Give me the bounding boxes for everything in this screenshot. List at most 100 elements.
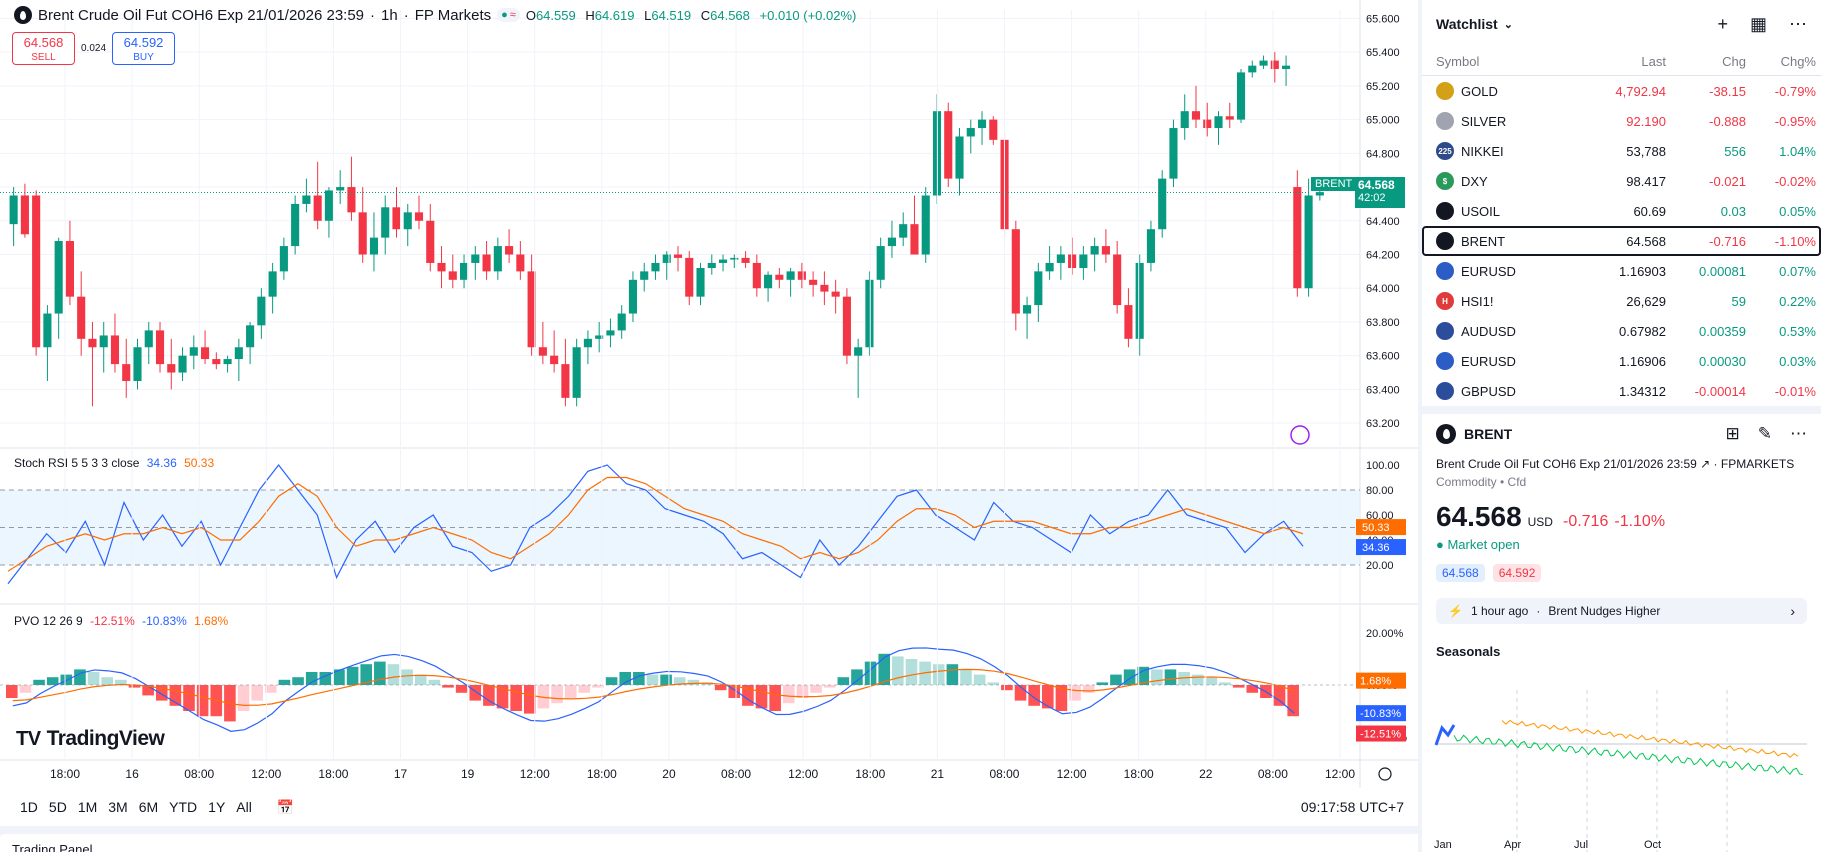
market-status-badge[interactable]: ● ≈ <box>497 8 520 22</box>
time-axis-label: 21 <box>931 767 945 781</box>
chart-area[interactable]: 65.60065.40065.20065.00064.80064.60064.4… <box>0 0 1418 852</box>
seasonals-chart[interactable]: Jan Apr Jul Oct <box>1422 690 1821 852</box>
watchlist-row[interactable]: 225 NIKKEI 53,788 556 1.04% <box>1422 136 1821 166</box>
candle-body <box>459 262 469 280</box>
market-status[interactable]: ● Market open <box>1436 537 1520 552</box>
range-1y[interactable]: 1Y <box>208 799 226 815</box>
market-open-dot-icon: ● <box>501 9 508 21</box>
section-divider <box>1422 406 1821 414</box>
watchlist-symbol: GBPUSD <box>1461 383 1516 399</box>
symbol-legend[interactable]: Brent Crude Oil Fut COH6 Exp 21/01/2026 … <box>14 6 862 24</box>
candle-body <box>842 296 851 356</box>
watchlist-row[interactable]: EURUSD 1.16903 0.00081 0.07% <box>1422 256 1821 286</box>
range-ytd[interactable]: YTD <box>169 799 198 815</box>
panel-resize-handle[interactable] <box>1418 0 1422 852</box>
candle-body <box>77 296 86 339</box>
watchlist-row[interactable]: $ DXY 98.417 -0.021 -0.02% <box>1422 166 1821 196</box>
pvo-legend[interactable]: PVO 12 26 9 -12.51% -10.83% 1.68% <box>14 614 229 628</box>
more-icon[interactable]: ⋯ <box>1789 13 1807 34</box>
watchlist-chgp: -0.95% <box>1774 113 1816 129</box>
watchlist-chg: 556 <box>1724 143 1746 159</box>
chart-canvas[interactable]: 65.60065.40065.20065.00064.80064.60064.4… <box>0 0 1418 852</box>
candle-body <box>775 274 784 280</box>
advanced-view-icon[interactable]: ▦ <box>1749 13 1767 34</box>
clock[interactable]: 09:17:58 UTC+7 <box>1300 799 1404 815</box>
pvo-bar <box>265 685 277 693</box>
edit-icon[interactable]: ✎ <box>1757 424 1772 443</box>
time-axis-label: 18:00 <box>855 767 885 781</box>
buy-button[interactable]: 64.592 BUY <box>112 32 176 65</box>
pvo-bar <box>673 677 686 685</box>
candle-body <box>944 111 953 179</box>
time-axis-label: 12:00 <box>788 767 818 781</box>
more-icon[interactable]: ⋯ <box>1790 424 1807 443</box>
candle-body <box>854 347 863 356</box>
pvo-bar <box>551 685 563 704</box>
symbol-title[interactable]: Brent Crude Oil Fut COH6 Exp 21/01/2026 … <box>38 6 365 24</box>
chevron-right-icon: › <box>1790 603 1795 619</box>
range-all[interactable]: All <box>236 799 252 815</box>
stoch-rsi-legend[interactable]: Stoch RSI 5 5 3 3 close 34.36 50.33 <box>14 456 215 470</box>
stoch-axis-label: 100.00 <box>1366 460 1400 472</box>
pvo-bar <box>401 669 413 685</box>
external-link-icon[interactable]: ↗ · <box>1700 457 1721 471</box>
range-1m[interactable]: 1M <box>77 799 98 815</box>
watchlist-symbol-cell: GBPUSD <box>1436 382 1586 400</box>
legend-separator: · <box>370 6 376 24</box>
candle-body <box>212 359 221 365</box>
pvo-bar <box>169 685 182 706</box>
news-headline[interactable]: ⚡ 1 hour ago · Brent Nudges Higher › <box>1436 598 1807 624</box>
watchlist-last: 1.34312 <box>1619 383 1666 399</box>
candle-body <box>955 136 964 179</box>
candle-body <box>1304 195 1313 289</box>
details-symbol[interactable]: BRENT <box>1464 426 1513 442</box>
range-6m[interactable]: 6M <box>138 799 159 815</box>
range-1d[interactable]: 1D <box>20 799 38 815</box>
range-3m[interactable]: 3M <box>108 799 128 815</box>
seasonal-month-label: Oct <box>1644 839 1661 851</box>
watchlist-row[interactable]: H HSI1! 26,629 59 0.22% <box>1422 286 1821 316</box>
watchlist-row[interactable]: SILVER 92.190 -0.888 -0.95% <box>1422 106 1821 136</box>
date-range-icon[interactable]: 📅 <box>276 798 295 815</box>
pvo-bar <box>1069 685 1081 701</box>
candle-body <box>865 279 874 348</box>
sell-button[interactable]: 64.568 SELL <box>12 32 75 65</box>
pvo-bar <box>960 669 972 685</box>
candle-body <box>20 195 29 235</box>
time-axis-label: 08:00 <box>1258 767 1288 781</box>
candle-body <box>302 195 311 204</box>
candle-body <box>313 195 322 221</box>
candle-body <box>505 246 514 255</box>
time-axis-label: 08:00 <box>989 767 1019 781</box>
watchlist-symbol: NIKKEI <box>1461 143 1504 159</box>
watchlist-chg: 0.03 <box>1720 203 1746 219</box>
seasonals-title[interactable]: Seasonals <box>1436 644 1501 659</box>
watchlist-row[interactable]: GOLD 4,792.94 -38.15 -0.79% <box>1422 76 1821 106</box>
pvo-bar <box>646 674 659 685</box>
candle-body <box>437 262 446 272</box>
pvo-bar <box>414 674 427 685</box>
watchlist-chgp: -0.79% <box>1774 83 1816 99</box>
candle-body <box>336 187 345 191</box>
add-symbol-icon[interactable]: + <box>1717 13 1728 34</box>
watchlist-row[interactable]: BRENT 64.568 -0.716 -1.10% <box>1422 226 1821 256</box>
watchlist-row[interactable]: GBPUSD 1.34312 -0.00014 -0.01% <box>1422 376 1821 406</box>
ask-pill: 64.592 <box>1492 564 1542 582</box>
pvo-bar <box>1205 677 1218 685</box>
watchlist-title[interactable]: Watchlist <box>1436 16 1498 32</box>
pvo-tag <box>1356 705 1406 722</box>
watchlist-row[interactable]: AUDUSD 0.67982 0.00359 0.53% <box>1422 316 1821 346</box>
candle-body <box>606 330 615 336</box>
pvo-bar <box>1082 685 1095 693</box>
layout-icon[interactable]: ⊞ <box>1725 424 1740 443</box>
watchlist-row[interactable]: USOIL 60.69 0.03 0.05% <box>1422 196 1821 226</box>
watchlist-last: 1.16906 <box>1619 353 1666 369</box>
candle-body <box>178 355 187 373</box>
range-5d[interactable]: 5D <box>48 799 67 815</box>
pvo-bar <box>442 685 454 688</box>
chevron-down-icon[interactable]: ⌄ <box>1503 18 1513 31</box>
interval-label[interactable]: 1h <box>381 6 398 24</box>
trading-panel-tab[interactable]: Trading Panel <box>0 834 1418 852</box>
watchlist-row[interactable]: EURUSD 1.16906 0.00030 0.03% <box>1422 346 1821 376</box>
price-axis-label: 63.400 <box>1366 384 1400 396</box>
